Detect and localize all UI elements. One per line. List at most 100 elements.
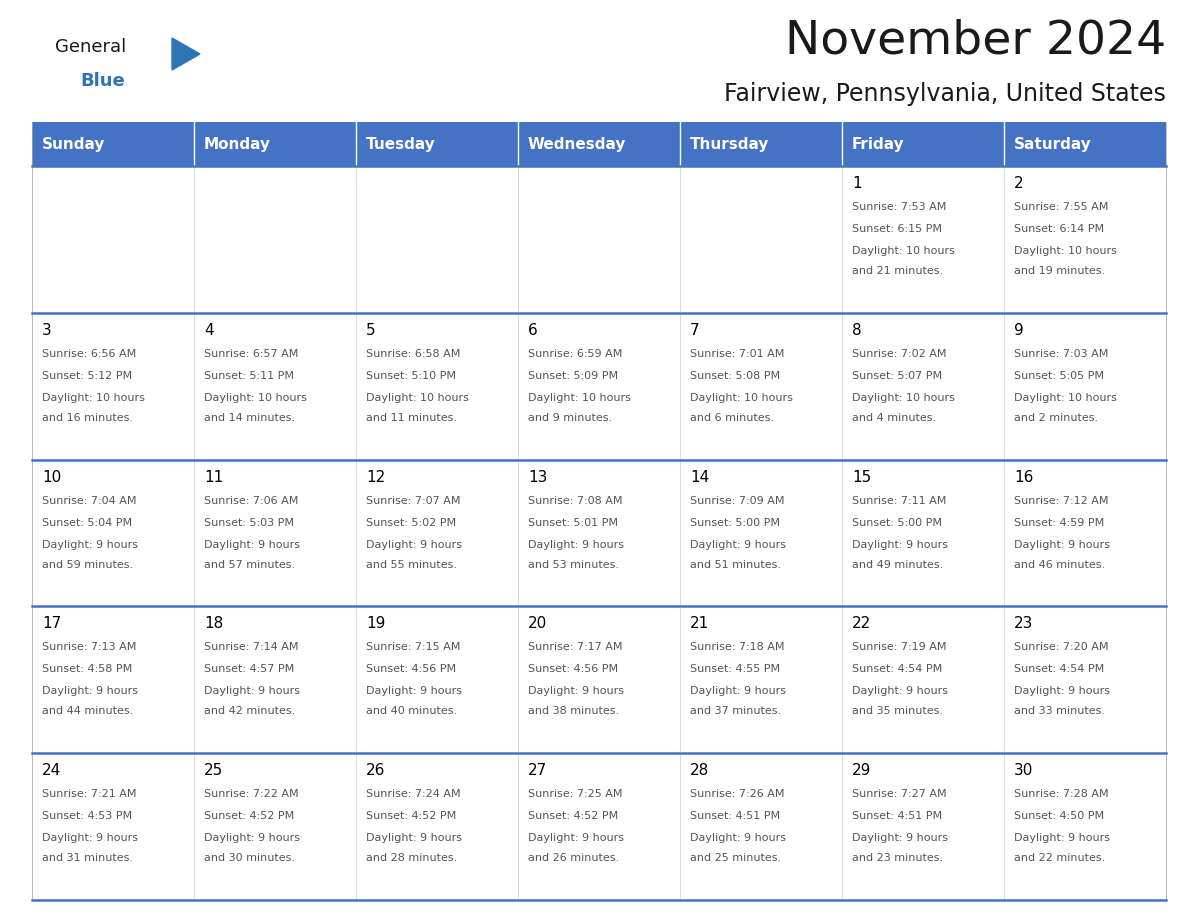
Bar	[518, 607, 680, 753]
Bar	[680, 122, 842, 166]
Text: Daylight: 10 hours: Daylight: 10 hours	[690, 393, 792, 403]
Text: Sunrise: 7:02 AM: Sunrise: 7:02 AM	[852, 349, 947, 359]
Text: and 25 minutes.: and 25 minutes.	[690, 853, 782, 863]
Text: and 22 minutes.: and 22 minutes.	[1015, 853, 1105, 863]
Text: and 44 minutes.: and 44 minutes.	[42, 706, 133, 716]
Text: and 59 minutes.: and 59 minutes.	[42, 560, 133, 569]
Bar	[1004, 607, 1165, 753]
Bar	[32, 313, 194, 460]
Text: Daylight: 9 hours: Daylight: 9 hours	[42, 687, 138, 697]
Bar	[842, 166, 1004, 313]
Text: 11: 11	[204, 470, 223, 485]
Text: Sunrise: 7:21 AM: Sunrise: 7:21 AM	[42, 789, 137, 800]
Bar	[32, 122, 194, 166]
Bar	[680, 753, 842, 900]
Bar	[194, 313, 356, 460]
Text: and 21 minutes.: and 21 minutes.	[852, 266, 943, 276]
Text: Sunrise: 7:13 AM: Sunrise: 7:13 AM	[42, 643, 137, 653]
Text: Sunday: Sunday	[42, 137, 106, 151]
Text: Sunset: 4:56 PM: Sunset: 4:56 PM	[527, 665, 618, 675]
Text: and 55 minutes.: and 55 minutes.	[366, 560, 457, 569]
Text: Daylight: 9 hours: Daylight: 9 hours	[852, 687, 948, 697]
Text: 10: 10	[42, 470, 62, 485]
Text: and 38 minutes.: and 38 minutes.	[527, 706, 619, 716]
Text: 8: 8	[852, 323, 861, 338]
Text: 19: 19	[366, 616, 385, 632]
Bar	[356, 166, 518, 313]
Text: 23: 23	[1015, 616, 1034, 632]
Text: Wednesday: Wednesday	[527, 137, 626, 151]
Text: Daylight: 10 hours: Daylight: 10 hours	[366, 393, 469, 403]
Bar	[32, 753, 194, 900]
Text: Sunrise: 7:53 AM: Sunrise: 7:53 AM	[852, 202, 947, 212]
Text: 24: 24	[42, 763, 62, 778]
Text: and 23 minutes.: and 23 minutes.	[852, 853, 943, 863]
Bar	[356, 122, 518, 166]
Text: 3: 3	[42, 323, 52, 338]
Text: Sunrise: 7:55 AM: Sunrise: 7:55 AM	[1015, 202, 1108, 212]
Text: Daylight: 9 hours: Daylight: 9 hours	[527, 834, 624, 844]
Text: General: General	[55, 38, 126, 56]
Text: Sunset: 4:58 PM: Sunset: 4:58 PM	[42, 665, 132, 675]
Text: Sunset: 5:01 PM: Sunset: 5:01 PM	[527, 518, 618, 528]
Text: Sunrise: 7:06 AM: Sunrise: 7:06 AM	[204, 496, 298, 506]
Bar	[194, 753, 356, 900]
Text: Sunset: 4:57 PM: Sunset: 4:57 PM	[204, 665, 295, 675]
Text: 15: 15	[852, 470, 871, 485]
Bar	[680, 313, 842, 460]
Text: Sunset: 4:59 PM: Sunset: 4:59 PM	[1015, 518, 1105, 528]
Bar	[32, 607, 194, 753]
Text: 30: 30	[1015, 763, 1034, 778]
Bar	[1004, 122, 1165, 166]
Bar	[680, 166, 842, 313]
Text: Sunset: 6:14 PM: Sunset: 6:14 PM	[1015, 224, 1104, 234]
Text: Sunset: 4:52 PM: Sunset: 4:52 PM	[366, 812, 456, 822]
Text: 7: 7	[690, 323, 700, 338]
Text: Daylight: 10 hours: Daylight: 10 hours	[527, 393, 631, 403]
Text: Friday: Friday	[852, 137, 904, 151]
Text: 2: 2	[1015, 176, 1024, 191]
Text: 22: 22	[852, 616, 871, 632]
Text: Daylight: 10 hours: Daylight: 10 hours	[42, 393, 145, 403]
Text: and 31 minutes.: and 31 minutes.	[42, 853, 133, 863]
Text: 5: 5	[366, 323, 375, 338]
Text: 14: 14	[690, 470, 709, 485]
Text: Sunrise: 7:25 AM: Sunrise: 7:25 AM	[527, 789, 623, 800]
Text: and 35 minutes.: and 35 minutes.	[852, 706, 943, 716]
Text: 1: 1	[852, 176, 861, 191]
Text: and 46 minutes.: and 46 minutes.	[1015, 560, 1105, 569]
Text: Sunrise: 6:56 AM: Sunrise: 6:56 AM	[42, 349, 137, 359]
Text: Daylight: 9 hours: Daylight: 9 hours	[204, 687, 301, 697]
Text: and 57 minutes.: and 57 minutes.	[204, 560, 295, 569]
Text: 20: 20	[527, 616, 548, 632]
Text: and 51 minutes.: and 51 minutes.	[690, 560, 781, 569]
Bar	[842, 607, 1004, 753]
Text: and 49 minutes.: and 49 minutes.	[852, 560, 943, 569]
Text: 18: 18	[204, 616, 223, 632]
Text: Daylight: 9 hours: Daylight: 9 hours	[690, 834, 786, 844]
Text: Daylight: 9 hours: Daylight: 9 hours	[204, 834, 301, 844]
Text: and 53 minutes.: and 53 minutes.	[527, 560, 619, 569]
Text: 6: 6	[527, 323, 538, 338]
Text: Daylight: 10 hours: Daylight: 10 hours	[852, 246, 955, 256]
Bar	[680, 460, 842, 607]
Text: Sunset: 5:12 PM: Sunset: 5:12 PM	[42, 371, 132, 381]
Text: 27: 27	[527, 763, 548, 778]
Bar	[842, 313, 1004, 460]
Bar	[518, 460, 680, 607]
Text: Sunrise: 7:11 AM: Sunrise: 7:11 AM	[852, 496, 947, 506]
Bar	[842, 460, 1004, 607]
Text: Blue: Blue	[80, 72, 125, 90]
Text: Sunrise: 7:08 AM: Sunrise: 7:08 AM	[527, 496, 623, 506]
Text: Sunset: 5:08 PM: Sunset: 5:08 PM	[690, 371, 781, 381]
Text: Sunrise: 7:17 AM: Sunrise: 7:17 AM	[527, 643, 623, 653]
Text: Sunrise: 7:22 AM: Sunrise: 7:22 AM	[204, 789, 298, 800]
Bar	[194, 166, 356, 313]
Text: Sunrise: 7:14 AM: Sunrise: 7:14 AM	[204, 643, 298, 653]
Text: Daylight: 9 hours: Daylight: 9 hours	[852, 834, 948, 844]
Text: Monday: Monday	[204, 137, 271, 151]
Text: Saturday: Saturday	[1015, 137, 1092, 151]
Text: Daylight: 9 hours: Daylight: 9 hours	[852, 540, 948, 550]
Text: and 9 minutes.: and 9 minutes.	[527, 413, 612, 423]
Text: Sunset: 5:04 PM: Sunset: 5:04 PM	[42, 518, 132, 528]
